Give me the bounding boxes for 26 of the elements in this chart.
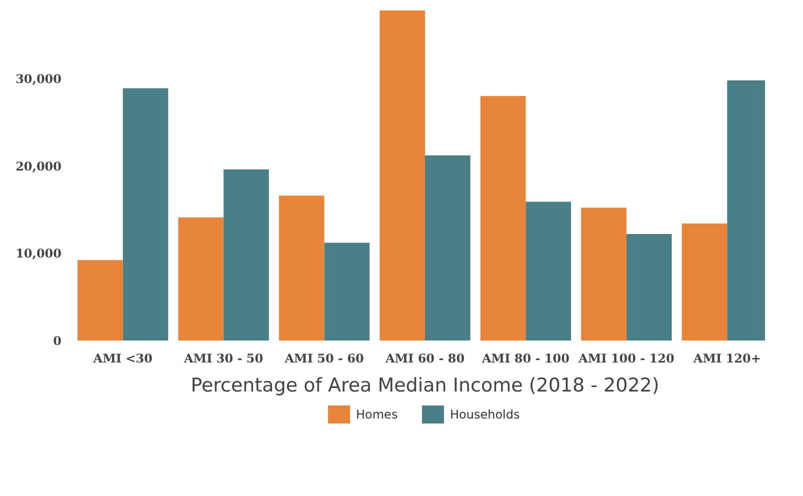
bar [224,169,269,340]
bar [480,96,526,340]
legend-label: Households [450,408,520,422]
bar [626,234,672,340]
bar [122,88,168,340]
x-tick-label: AMI <30 [92,352,152,366]
y-tick-label: 0 [53,334,62,348]
legend-label: Homes [356,408,398,422]
y-tick-label: 30,000 [16,72,62,86]
bar [380,10,425,340]
x-tick-label: AMI 120+ [692,352,761,366]
bar [425,155,470,340]
x-tick-label: AMI 100 - 120 [578,352,674,366]
bar [526,202,572,340]
bar [581,208,626,340]
x-tick-label: AMI 50 - 60 [284,352,364,366]
x-tick-label: AMI 60 - 80 [384,352,465,366]
x-axis-title: Percentage of Area Median Income (2018 - 2022) [190,374,660,396]
y-tick-label: 20,000 [16,159,62,174]
x-tick-label: AMI 30 - 50 [183,352,264,366]
y-tick-label: 10,000 [16,246,62,261]
x-tick-label: AMI 80 - 100 [480,352,570,366]
bar [178,217,224,340]
bar [324,242,370,340]
bar [78,260,123,340]
bar [278,196,324,340]
